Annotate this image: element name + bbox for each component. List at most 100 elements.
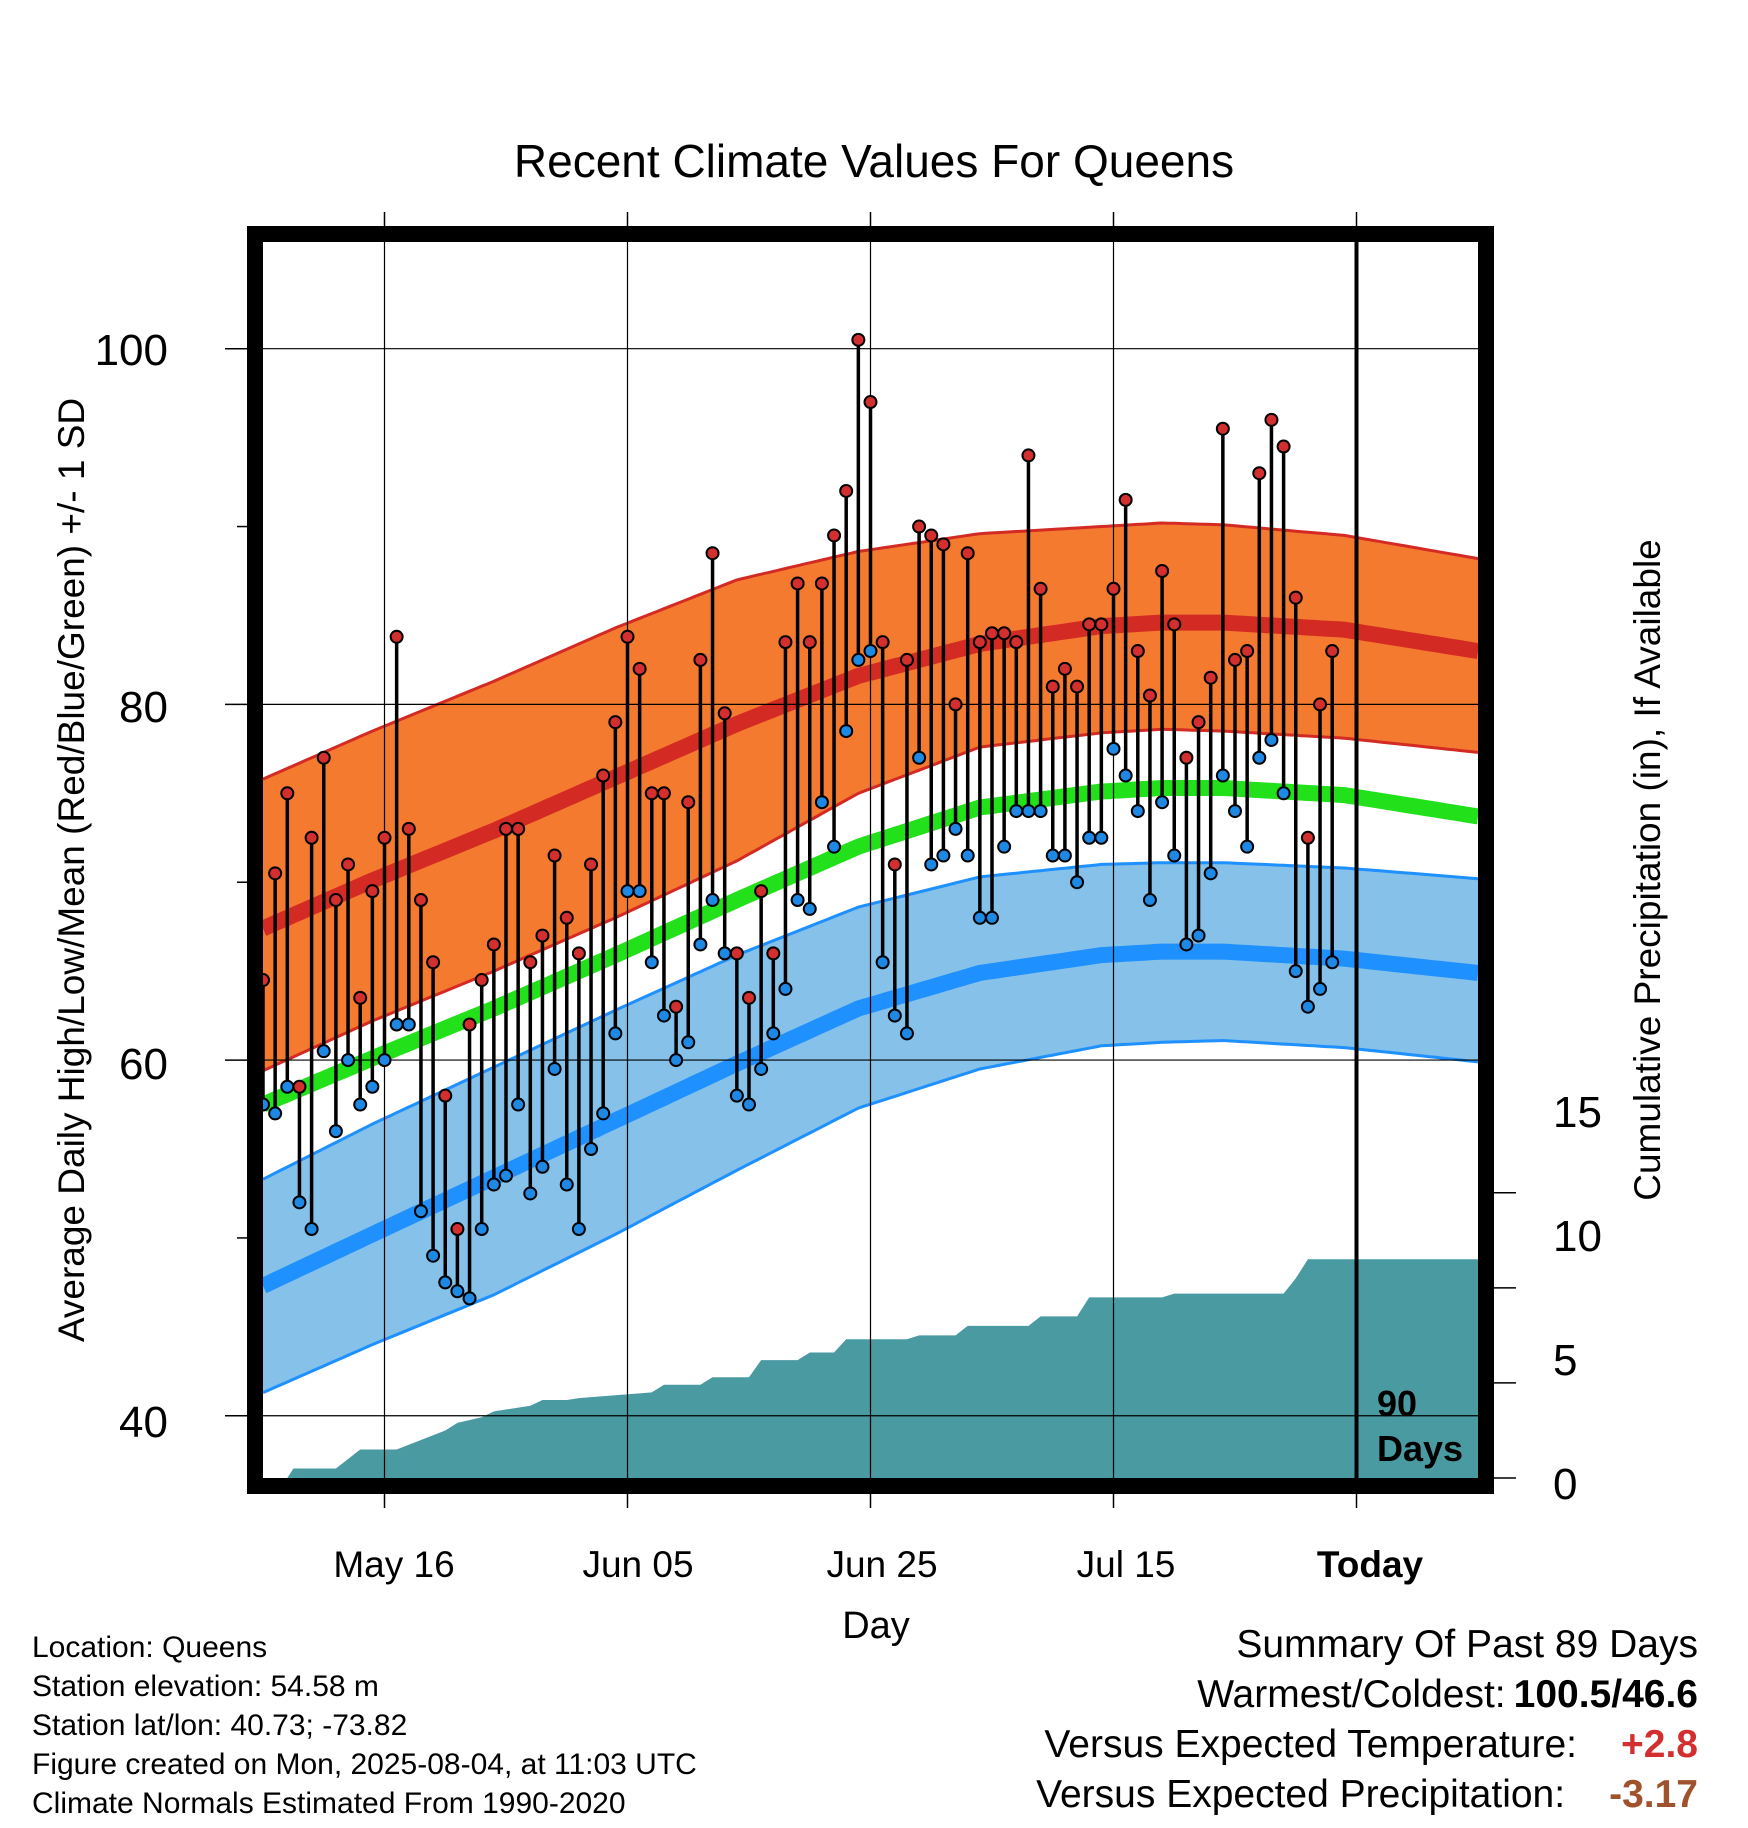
daily-low-point [292,1195,307,1210]
daily-high-point [620,629,635,644]
daily-high-point [742,990,756,1005]
daily-low-point [426,1248,441,1263]
daily-low-point [729,1088,744,1103]
daily-high-point [608,715,623,730]
daily-high-point [1106,581,1121,596]
daily-high-point [899,652,914,667]
daily-high-point [802,635,817,650]
chart-title: Recent Climate Values For Queens [514,135,1234,187]
daily-low-point [450,1284,465,1299]
daily-high-point [1021,448,1036,463]
daily-high-point [729,946,744,961]
x-tick-labels: May 16 Jun 05 Jun 25 Jul 15 Today [333,1544,1423,1585]
daily-low-point [790,893,805,908]
daily-low-point [596,1106,611,1121]
daily-low-point [717,946,732,961]
daily-low-point [401,1017,416,1032]
daily-high-point [656,786,671,801]
daily-low-point [571,1222,586,1237]
daily-high-point [887,857,902,872]
x-tick-label-today: Today [1317,1544,1424,1585]
daily-low-point [1009,804,1024,819]
daily-high-point [644,786,659,801]
daily-low-point [499,1168,513,1183]
daily-low-point [1325,955,1340,970]
daily-high-point [1130,644,1145,659]
x-tick-label: Jun 05 [582,1544,693,1585]
x-tick-label: May 16 [333,1544,454,1585]
daily-high-point [936,537,951,552]
daily-low-point [948,821,963,836]
daily-low-point [413,1204,428,1219]
daily-high-point [669,999,684,1014]
daily-high-point [1276,439,1291,454]
daily-low-point [960,848,975,863]
daily-high-point [1033,581,1048,596]
summary-precip-row: Versus Expected Precipitation: -3.17 [1036,1770,1698,1820]
daily-high-point [438,1088,453,1103]
daily-low-point [1215,768,1230,783]
daily-high-point [1057,661,1072,676]
x-axis-label: Day [842,1605,910,1647]
daily-high-point [766,946,781,961]
daily-low-point [972,910,987,925]
daily-high-point [814,576,829,591]
daily-low-point [486,1177,501,1192]
daily-high-point [839,483,854,498]
normals-text: Climate Normals Estimated From 1990-2020 [32,1787,626,1820]
daily-high-point [1215,421,1230,436]
today-days-word: Days [1377,1428,1463,1469]
daily-low-point [547,1061,562,1076]
y-axis-label: Average Daily High/Low/Mean (Red/Blue/Gr… [51,398,92,1342]
daily-low-point [1106,741,1121,756]
daily-low-point [1130,804,1145,819]
daily-high-point [754,884,769,899]
daily-low-point [1118,768,1133,783]
y-tick-labels: 40 60 80 100 [95,326,168,1447]
location-text: Location: Queens [32,1631,268,1664]
plot-area [225,212,1516,1508]
daily-high-point [462,1017,477,1032]
daily-high-point [596,768,611,783]
daily-low-point [644,955,659,970]
daily-low-point [341,1053,356,1068]
plot-frame [247,226,1494,1494]
temp-vs-expected-label: Versus Expected Temperature: [1044,1723,1577,1766]
daily-high-point [997,626,1012,641]
daily-high-point [1203,670,1218,685]
daily-low-point [742,1097,756,1112]
daily-high-point [863,395,878,410]
daily-low-point [1155,795,1170,810]
daily-low-point [1300,999,1315,1014]
daily-low-point [620,884,635,899]
daily-high-point [401,821,416,836]
daily-low-point [1228,804,1242,819]
elevation-text: Station elevation: 54.58 m [32,1670,379,1703]
daily-low-point [899,1026,914,1041]
station-info: Location: Queens Station elevation: 54.5… [32,1628,697,1823]
y-tick-label: 40 [119,1398,168,1447]
summary-temp-row: Versus Expected Temperature: +2.8 [1036,1720,1698,1770]
daily-low-point [997,839,1012,854]
daily-low-point [887,1008,902,1023]
temp-vs-expected-value: +2.8 [1621,1723,1698,1766]
daily-high-point [486,937,501,952]
daily-high-point [924,528,939,543]
daily-low-point [353,1097,368,1112]
daily-low-point [389,1017,404,1032]
daily-low-point [778,981,793,996]
daily-high-point [912,519,927,534]
daily-high-point [851,332,866,347]
y-tick-label: 60 [119,1040,168,1089]
y-right-tick-label: 10 [1553,1212,1602,1261]
daily-low-point [377,1053,392,1068]
daily-high-point [511,821,526,836]
daily-low-point [802,901,817,916]
daily-low-point [1045,848,1060,863]
daily-low-point [863,644,878,659]
daily-low-point [754,1061,769,1076]
daily-high-point [717,706,732,721]
daily-low-point [511,1097,526,1112]
daily-low-point [1057,848,1072,863]
